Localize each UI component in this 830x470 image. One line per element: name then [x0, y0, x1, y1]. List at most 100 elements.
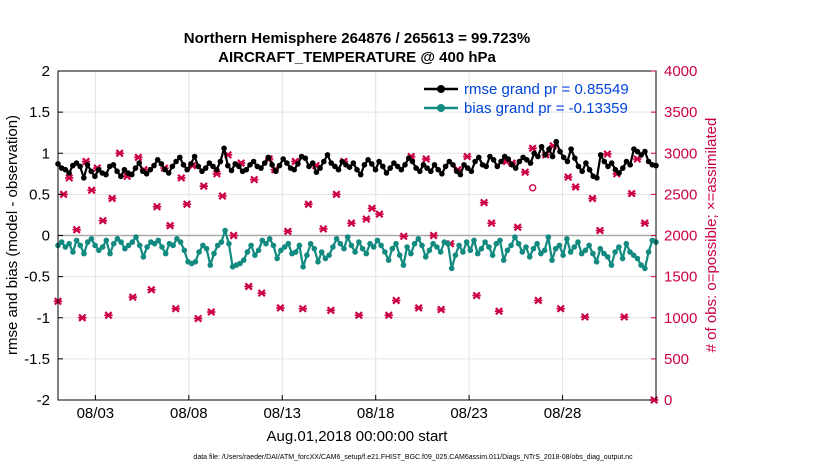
obs-assimilated-marker — [98, 216, 108, 225]
bias-point — [307, 240, 314, 247]
chart-title-line2: AIRCRAFT_TEMPERATURE @ 400 hPa — [218, 49, 496, 66]
rmse-point — [247, 162, 253, 168]
rmse-point — [627, 162, 633, 168]
bias-point — [281, 244, 288, 250]
rmse-point — [236, 163, 242, 170]
rmse-point — [468, 168, 475, 175]
rmse-point — [376, 158, 382, 165]
bias-point — [99, 244, 106, 250]
legend-bias-marker — [437, 104, 445, 112]
rmse-point — [62, 166, 69, 173]
obs-assimilated-marker — [392, 296, 401, 305]
y-tick-label: 0.5 — [29, 186, 50, 203]
bias-point — [567, 249, 574, 255]
bias-point — [370, 244, 377, 250]
chart-title-line1: Northern Hemisphere 264876 / 265613 = 99… — [184, 30, 530, 47]
bias-point — [616, 244, 622, 250]
y-tick-label: 2 — [42, 63, 50, 80]
bias-point — [304, 252, 310, 258]
rmse-point — [369, 161, 375, 167]
rmse-point — [417, 168, 423, 175]
rmse-point — [380, 163, 386, 170]
bias-point — [285, 240, 292, 247]
y2-tick-label: 0 — [664, 392, 672, 409]
rmse-point — [398, 166, 405, 173]
x-tick-label: 08/18 — [357, 405, 395, 422]
obs-assimilated-marker — [244, 282, 253, 291]
rmse-point — [158, 161, 165, 167]
rmse-point — [612, 166, 619, 173]
bias-point — [203, 245, 210, 252]
bias-point — [526, 254, 533, 260]
x-tick-label: 08/03 — [77, 405, 115, 422]
bias-point — [530, 245, 537, 252]
bias-point — [159, 244, 165, 250]
y2-axis-label: # of obs: o=possible; ×=assimilated — [703, 118, 720, 353]
bias-point — [552, 245, 559, 252]
rmse-point — [165, 170, 172, 176]
bias-point — [330, 244, 336, 250]
rmse-point — [191, 153, 198, 160]
obs-assimilated-marker — [304, 200, 313, 209]
bias-point — [252, 252, 258, 258]
bias-point — [207, 262, 214, 268]
y2-tick-label: 4000 — [664, 63, 697, 80]
bias-point — [84, 239, 91, 245]
rmse-point — [276, 162, 283, 169]
bias-point — [500, 257, 507, 264]
rmse-point — [284, 160, 290, 166]
rmse-point — [361, 162, 368, 168]
rmse-point — [180, 162, 187, 168]
x-tick-label: 08/08 — [170, 405, 208, 422]
obs-assimilated-marker — [640, 219, 649, 228]
obs-assimilated-marker — [72, 225, 81, 234]
bias-point — [296, 242, 303, 249]
obs-assimilated-marker — [107, 194, 117, 203]
bias-point — [545, 234, 552, 240]
bias-point — [400, 262, 407, 268]
bias-point — [118, 239, 124, 245]
y2-tick-label: 2500 — [664, 186, 697, 203]
obs-assimilated-marker — [87, 186, 96, 195]
bias-point — [341, 245, 347, 252]
series-layer — [55, 138, 659, 272]
bias-point — [214, 242, 221, 249]
bias-point — [638, 262, 644, 268]
rmse-point — [129, 171, 135, 178]
obs-possible-marker — [528, 184, 537, 192]
rmse-point — [324, 152, 331, 158]
legend-rmse-marker — [437, 85, 445, 93]
bias-point — [315, 259, 321, 265]
y-tick-label: -2 — [37, 392, 50, 409]
rmse-point — [261, 160, 268, 166]
rmse-point — [583, 160, 589, 166]
bias-point — [222, 227, 228, 234]
bias-point — [393, 240, 399, 247]
rmse-point — [280, 156, 287, 162]
rmse-point — [601, 158, 608, 165]
obs-assimilated-marker — [620, 312, 629, 321]
y2-tick-label: 3000 — [664, 145, 697, 162]
bias-point — [593, 259, 600, 265]
bias-point — [448, 265, 455, 272]
obs-assimilated-marker — [571, 182, 580, 191]
rmse-point — [136, 160, 142, 166]
bias-point — [523, 244, 529, 250]
bias-point — [630, 252, 637, 258]
bias-point — [430, 240, 436, 247]
bias-point — [634, 255, 641, 262]
rmse-point — [169, 163, 176, 170]
rmse-point — [572, 155, 578, 161]
rmse-point — [605, 163, 611, 170]
bias-point — [155, 237, 162, 244]
rmse-point — [553, 138, 560, 145]
bias-point — [645, 249, 652, 255]
y2-tick-label: 500 — [664, 351, 689, 368]
obs-assimilated-marker — [212, 169, 222, 178]
rmse-point — [317, 165, 323, 171]
bias-point — [226, 240, 232, 247]
rmse-point — [391, 160, 397, 166]
x-tick-label: 08/23 — [450, 405, 488, 422]
rmse-point — [549, 153, 556, 160]
y-tick-label: -1 — [37, 310, 50, 327]
